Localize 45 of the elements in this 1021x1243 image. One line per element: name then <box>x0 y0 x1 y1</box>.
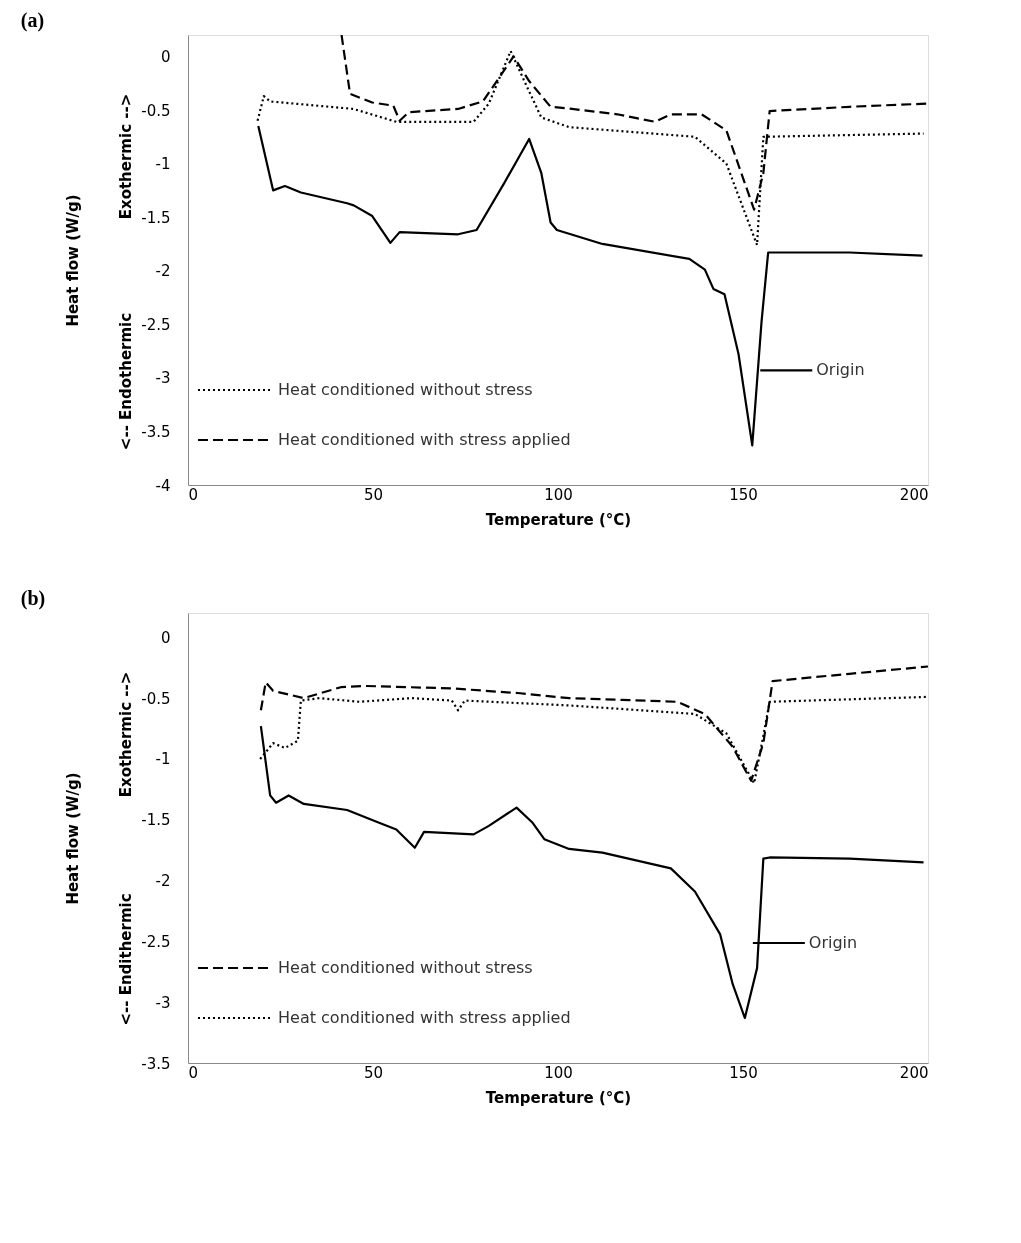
y-tick-label: -1 <box>155 155 171 174</box>
text: Exothermic --> <box>117 671 135 798</box>
x-tick-label: 150 <box>729 485 758 504</box>
y-tick-label: -0.5 <box>141 101 171 120</box>
legend-label: Heat conditioned without stress <box>278 958 533 977</box>
legend-label: Heat conditioned without stress <box>278 380 533 399</box>
x-tick-label: 100 <box>544 1063 573 1082</box>
y-tick-label: -4 <box>155 476 171 495</box>
y-tick-label: -3.5 <box>141 1054 171 1073</box>
x-tick-label: 200 <box>899 1063 929 1082</box>
y-tick-label: -1.5 <box>141 208 171 227</box>
chart-title: (a) <box>20 9 45 32</box>
y-tick-label: -2.5 <box>141 315 171 334</box>
x-tick-label: 100 <box>544 485 573 504</box>
legend-label: Origin <box>808 933 858 952</box>
y-tick-label: -2 <box>155 262 171 281</box>
y-axis-title: Heat flow (W/g) <box>64 772 83 905</box>
legend-label: Heat conditioned with stress applied <box>278 1008 571 1027</box>
y-tick-label: -1 <box>155 750 171 769</box>
line-series <box>259 665 928 782</box>
text: <-- Endothermic <box>117 312 135 451</box>
y-tick-label: -3.5 <box>141 422 171 441</box>
x-tick-label: 0 <box>188 1063 199 1082</box>
y-tick-label: -2 <box>155 872 171 891</box>
x-axis-title: Temperature (°C) <box>485 510 632 529</box>
x-axis-title: Temperature (°C) <box>485 1088 632 1107</box>
x-tick-label: 200 <box>899 485 929 504</box>
x-tick-label: 50 <box>363 1063 384 1082</box>
x-tick-label: 150 <box>729 1063 758 1082</box>
y-tick-label: -2.5 <box>141 932 171 951</box>
legend-label: Heat conditioned with stress applied <box>278 430 571 449</box>
y-tick-label: -3 <box>155 993 171 1012</box>
y-tick-label: 0 <box>160 47 171 66</box>
y-tick-label: 0 <box>160 628 171 647</box>
x-tick-label: 0 <box>188 485 199 504</box>
y-axis-title: Heat flow (W/g) <box>64 194 83 327</box>
legend-label: Origin <box>816 360 865 380</box>
y-tick-label: -0.5 <box>141 689 171 708</box>
x-tick-label: 50 <box>363 485 384 504</box>
line-series <box>257 124 924 447</box>
y-tick-label: -1.5 <box>141 811 171 830</box>
text: <-- Endithermic <box>117 893 135 1026</box>
chart-title: (b) <box>20 587 46 610</box>
y-tick-label: -3 <box>155 369 171 388</box>
text: Exothermic --> <box>117 93 135 220</box>
